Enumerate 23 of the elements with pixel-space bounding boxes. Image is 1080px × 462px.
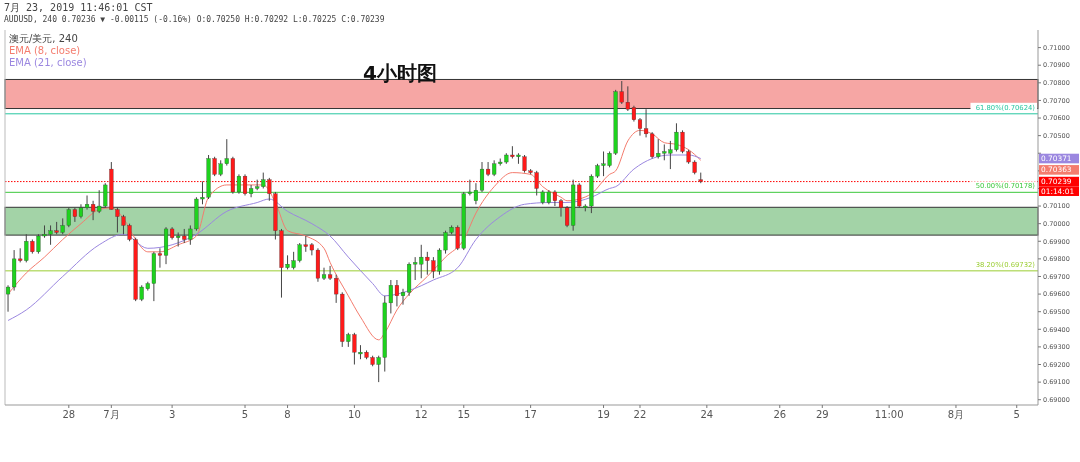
x-tick-label: 10 xyxy=(348,409,361,420)
x-tick-label: 5 xyxy=(241,409,249,420)
x-tick-label: 29 xyxy=(815,409,829,420)
x-tick-label: 12 xyxy=(414,409,428,420)
x-tick-label: 5 xyxy=(1013,409,1020,420)
text: AUDUSD, 240 0.70236 ▼ -0.00115 (-0.16%) O:0.70250 H:0.70292 L:0.70225 C:0.70239 xyxy=(4,15,385,24)
text: EMA (8, close) xyxy=(9,45,81,56)
x-tick-label: 26 xyxy=(773,409,787,420)
x-tick-label: 17 xyxy=(524,409,537,420)
x-tick-label: 22 xyxy=(633,409,647,420)
x-tick-label: 3 xyxy=(168,409,176,420)
text: 4小时图 xyxy=(363,61,437,85)
x-tick-label: 15 xyxy=(457,409,471,420)
x-tick-label: 8 xyxy=(284,409,291,420)
x-tick-label: 7月 xyxy=(103,409,120,420)
text: EMA (21, close) xyxy=(9,57,87,68)
x-tick-label: 28 xyxy=(62,409,76,420)
text: 澳元/美元, 240 xyxy=(9,33,78,44)
x-tick-label: 19 xyxy=(597,409,610,420)
x-tick-label: 24 xyxy=(700,409,714,420)
x-tick-label: 8月 xyxy=(947,409,965,420)
text: 7月 23, 2019 11:46:01 CST xyxy=(4,2,153,13)
x-tick-label: 11:00 xyxy=(874,409,904,420)
